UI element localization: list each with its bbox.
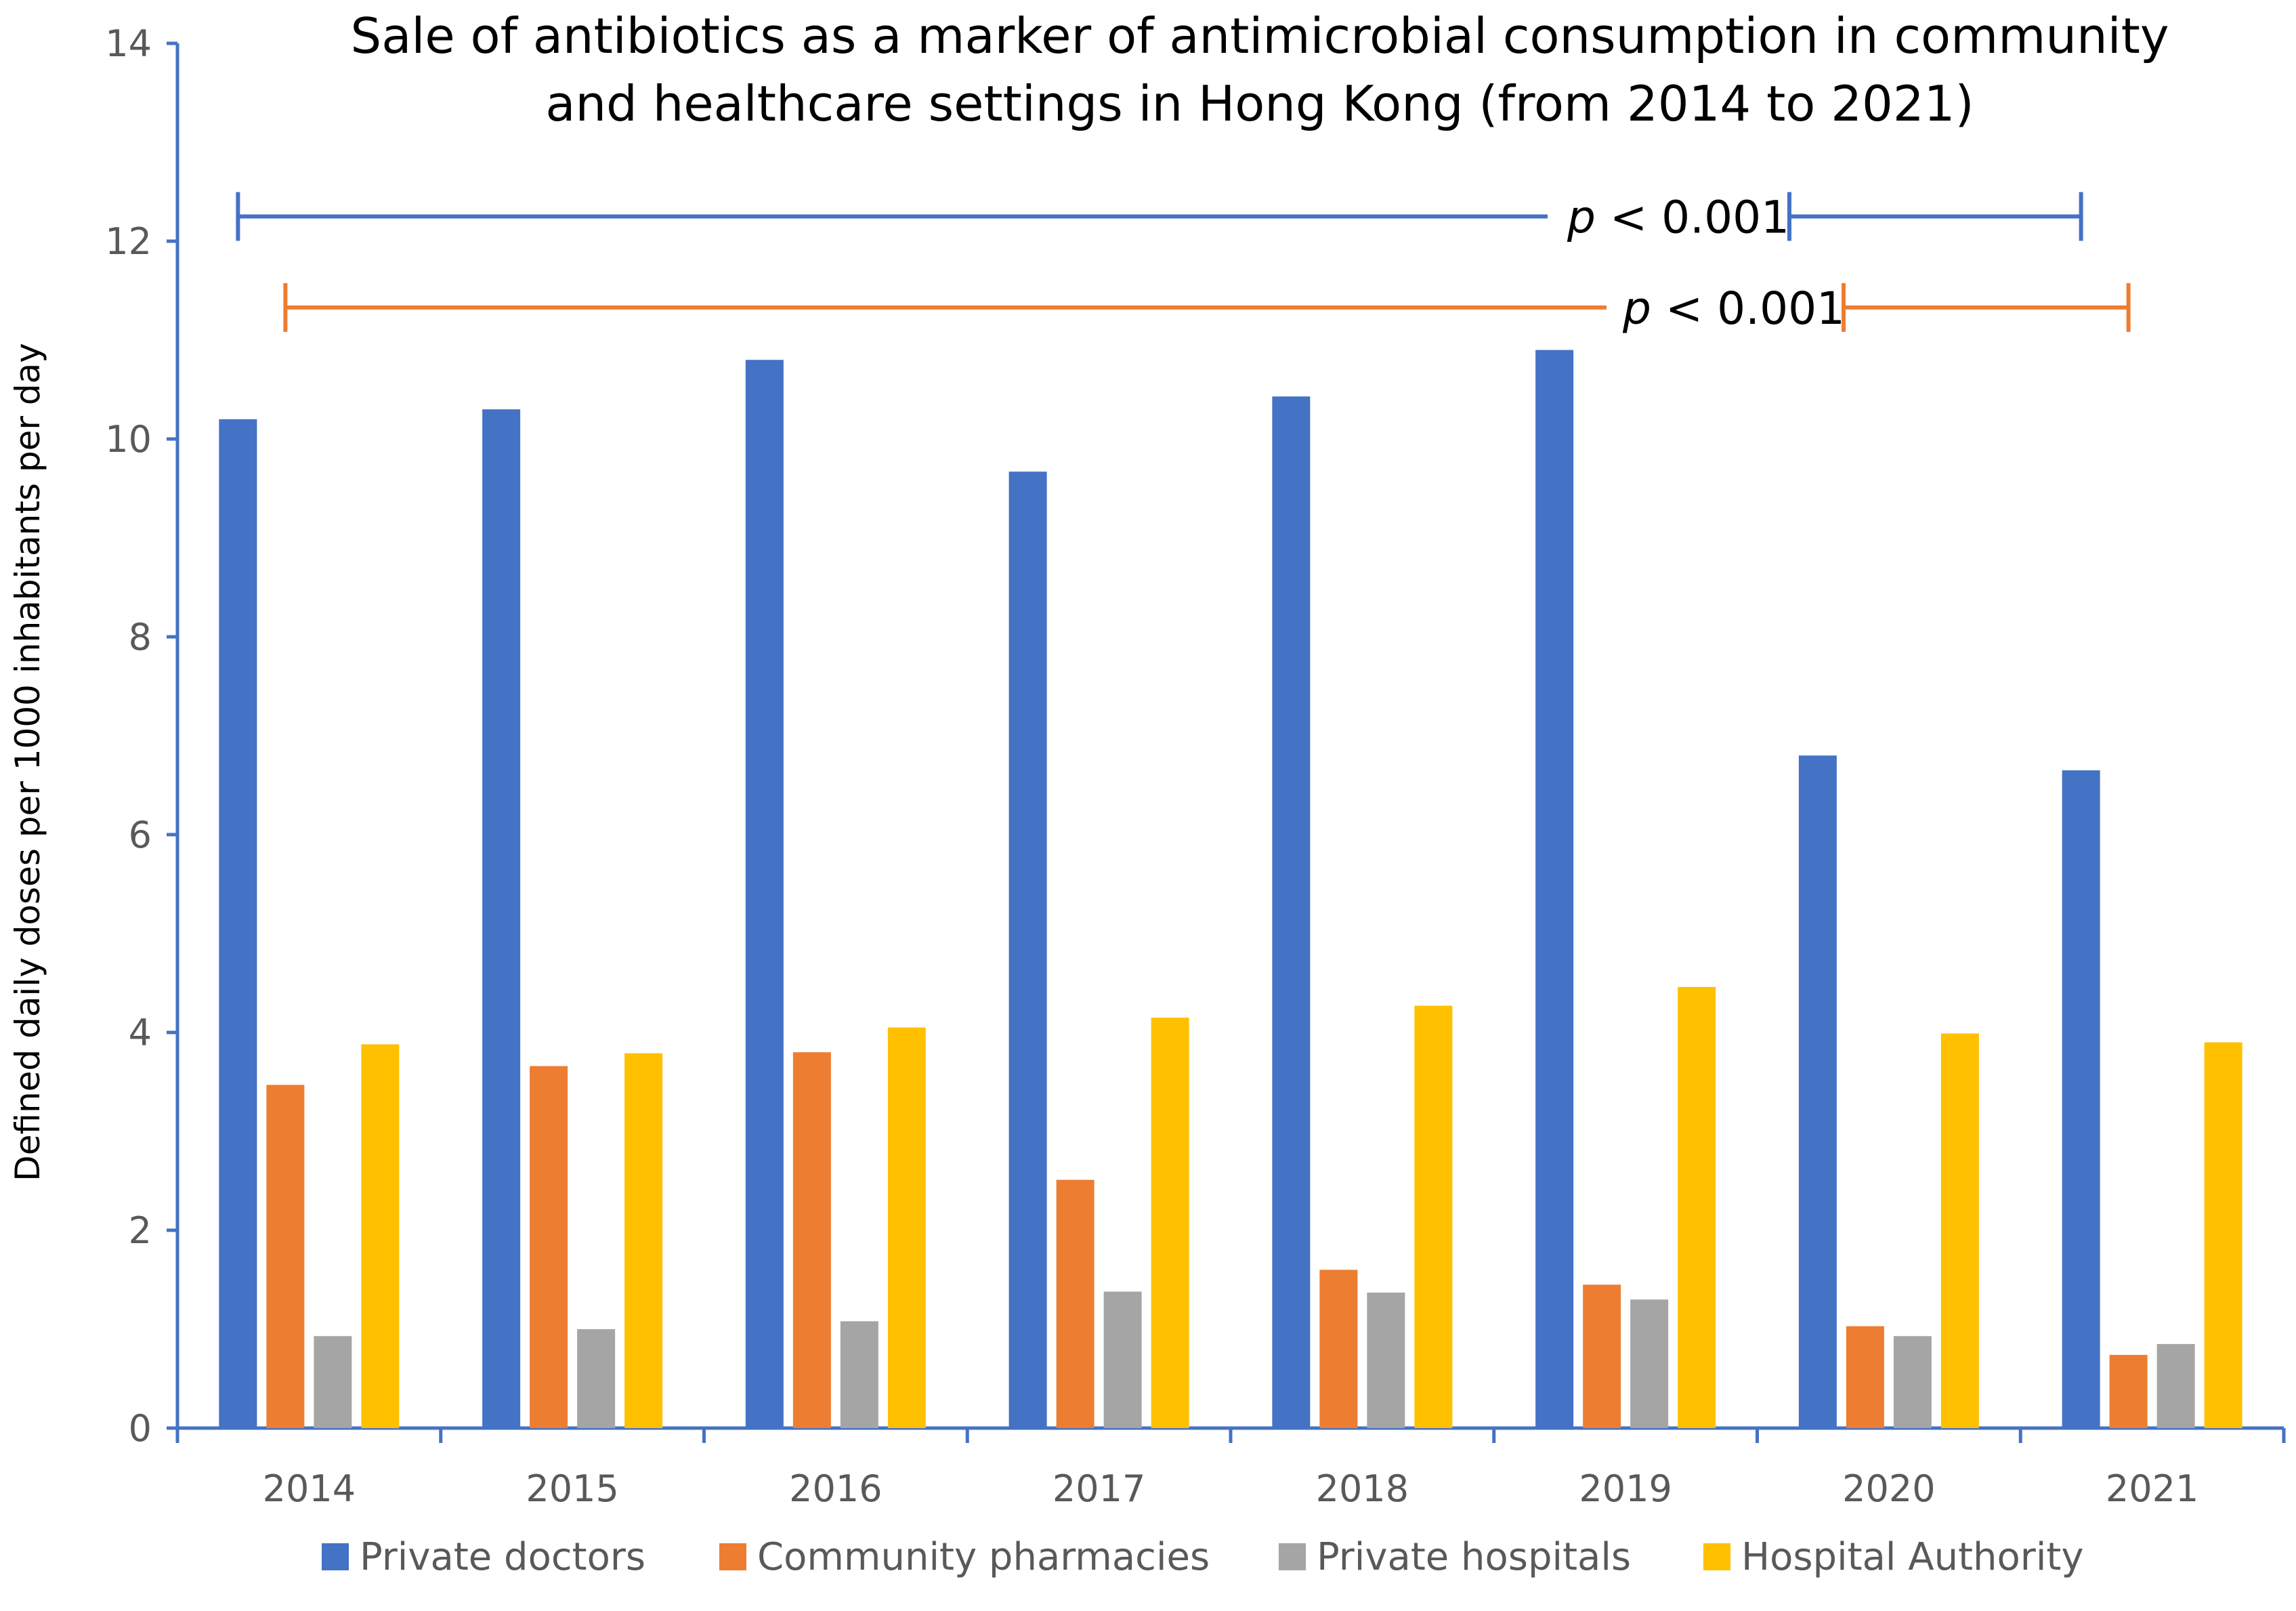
bar-private-hospitals-2016 bbox=[840, 1321, 878, 1428]
p-value-text: < 0.001 bbox=[1596, 192, 1789, 244]
p-value-label: p < 0.001 bbox=[1622, 283, 1845, 335]
chart-title-line1: Sale of antibiotics as a marker of antim… bbox=[351, 7, 2169, 64]
bar-private-doctors-2018 bbox=[1272, 396, 1311, 1428]
bar-hospital-authority-2019 bbox=[1678, 986, 1716, 1428]
legend-item-community-pharmacies: Community pharmacies bbox=[719, 1535, 1210, 1579]
bar-private-doctors-2016 bbox=[745, 360, 784, 1429]
p-value-symbol: p bbox=[1622, 283, 1651, 335]
x-tick-label: 2016 bbox=[789, 1467, 882, 1510]
y-axis-label: Defined daily doses per 1000 inhabitants… bbox=[8, 343, 47, 1181]
x-tick-label: 2018 bbox=[1316, 1467, 1409, 1510]
bar-hospital-authority-2014 bbox=[361, 1044, 400, 1428]
x-tick-label: 2020 bbox=[1842, 1467, 1935, 1510]
legend-label: Hospital Authority bbox=[1741, 1535, 2083, 1579]
y-tick-label: 14 bbox=[105, 22, 152, 65]
bar-private-doctors-2015 bbox=[482, 409, 521, 1429]
plot-area: 0 2 4 6 8 10 12 14 2014 2015 2016 2017 2018 2019 2020 2… bbox=[105, 22, 2286, 1510]
bar-private-doctors-2014 bbox=[219, 419, 257, 1428]
bar-private-hospitals-2018 bbox=[1367, 1292, 1405, 1428]
y-tick-label: 12 bbox=[105, 220, 152, 263]
legend-swatch bbox=[1279, 1543, 1306, 1570]
bar-private-hospitals-2020 bbox=[1893, 1336, 1932, 1428]
bar-community-pharmacies-2015 bbox=[530, 1066, 568, 1428]
bar-community-pharmacies-2019 bbox=[1583, 1284, 1621, 1428]
bar-private-doctors-2019 bbox=[1535, 350, 1574, 1428]
legend-swatch bbox=[322, 1543, 349, 1570]
bar-private-hospitals-2017 bbox=[1103, 1291, 1142, 1428]
p-value-symbol: p bbox=[1567, 192, 1596, 244]
y-tick-label: 2 bbox=[129, 1209, 152, 1252]
x-tick-label: 2015 bbox=[526, 1467, 618, 1510]
chart-title-line2: and healthcare settings in Hong Kong (fr… bbox=[545, 75, 1974, 132]
bar-community-pharmacies-2017 bbox=[1056, 1179, 1094, 1428]
bar-hospital-authority-2016 bbox=[887, 1027, 926, 1428]
bar-private-hospitals-2014 bbox=[314, 1336, 352, 1428]
y-tick-label: 6 bbox=[129, 814, 152, 856]
bar-community-pharmacies-2018 bbox=[1319, 1270, 1358, 1428]
y-tick-label: 8 bbox=[129, 616, 152, 658]
bar-community-pharmacies-2014 bbox=[266, 1085, 305, 1428]
bar-private-doctors-2017 bbox=[1008, 472, 1047, 1429]
bar-hospital-authority-2020 bbox=[1940, 1033, 1979, 1428]
x-tick-label: 2021 bbox=[2106, 1467, 2198, 1510]
bar-private-doctors-2020 bbox=[1798, 755, 1837, 1428]
bar-hospital-authority-2017 bbox=[1151, 1018, 1189, 1428]
legend-label: Private hospitals bbox=[1317, 1535, 1631, 1579]
x-tick-label: 2019 bbox=[1579, 1467, 1672, 1510]
bar-private-doctors-2021 bbox=[2062, 770, 2100, 1428]
legend-label: Private doctors bbox=[360, 1535, 645, 1579]
y-tick-label: 4 bbox=[129, 1011, 152, 1054]
p-value-label: p < 0.001 bbox=[1567, 192, 1789, 244]
chart-title: Sale of antibiotics as a marker of antim… bbox=[351, 7, 2169, 132]
bar-hospital-authority-2018 bbox=[1414, 1005, 1453, 1428]
significance-bracket-private-doctors: p < 0.001 bbox=[236, 192, 2083, 244]
y-tick-label: 0 bbox=[129, 1407, 152, 1450]
legend-swatch bbox=[719, 1543, 746, 1570]
legend-item-hospital-authority: Hospital Authority bbox=[1703, 1535, 2083, 1579]
x-tick-label: 2017 bbox=[1053, 1467, 1145, 1510]
bar-community-pharmacies-2021 bbox=[2109, 1354, 2148, 1428]
bar-private-hospitals-2019 bbox=[1630, 1299, 1669, 1428]
bar-hospital-authority-2015 bbox=[624, 1053, 663, 1428]
legend-item-private-hospitals: Private hospitals bbox=[1279, 1535, 1631, 1579]
bar-private-hospitals-2015 bbox=[577, 1329, 616, 1428]
bar-community-pharmacies-2020 bbox=[1846, 1326, 1884, 1428]
legend: Private doctors Community pharmacies Priva… bbox=[322, 1535, 2083, 1579]
legend-swatch bbox=[1703, 1543, 1730, 1570]
bar-community-pharmacies-2016 bbox=[792, 1052, 831, 1428]
p-value-text: < 0.001 bbox=[1651, 283, 1845, 335]
bar-hospital-authority-2021 bbox=[2204, 1042, 2242, 1428]
x-tick-label: 2014 bbox=[263, 1467, 356, 1510]
legend-label: Community pharmacies bbox=[757, 1535, 1210, 1579]
significance-bracket-community-pharmacies: p < 0.001 bbox=[283, 283, 2131, 335]
bar-private-hospitals-2021 bbox=[2156, 1343, 2195, 1428]
y-tick-label: 10 bbox=[105, 418, 152, 461]
legend-item-private-doctors: Private doctors bbox=[322, 1535, 645, 1579]
